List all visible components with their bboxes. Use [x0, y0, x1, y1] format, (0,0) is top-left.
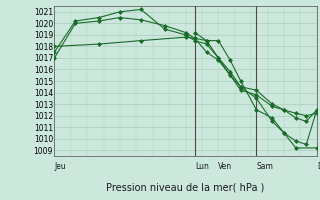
Text: Jeu: Jeu — [54, 162, 66, 171]
Text: Lun: Lun — [195, 162, 209, 171]
Text: Ven: Ven — [219, 162, 233, 171]
Text: Sam: Sam — [256, 162, 273, 171]
Text: Dim: Dim — [317, 162, 320, 171]
Text: Pression niveau de la mer( hPa ): Pression niveau de la mer( hPa ) — [107, 183, 265, 193]
